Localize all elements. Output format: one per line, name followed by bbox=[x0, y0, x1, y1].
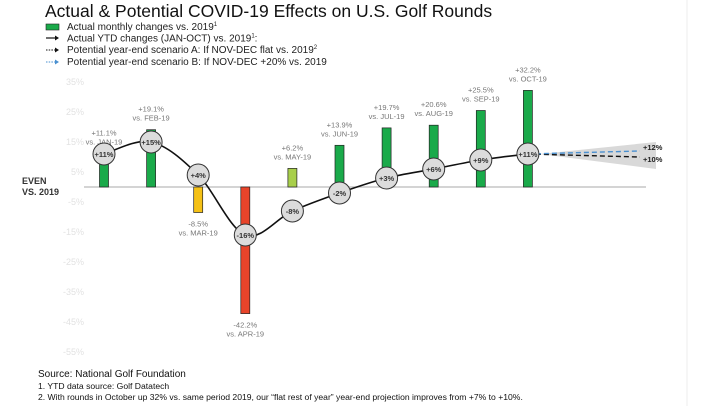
bar-value-label: +25.5% bbox=[468, 86, 494, 95]
bar-value-label: +19.1% bbox=[138, 105, 164, 114]
projections: +10% +12% bbox=[527, 143, 663, 164]
ytd-curve bbox=[103, 140, 529, 237]
ytd-point-label: +4% bbox=[191, 171, 207, 180]
y-tick-label: -5% bbox=[68, 197, 84, 207]
zero-label-even: EVEN bbox=[22, 176, 47, 186]
ytd-point-mar bbox=[186, 163, 210, 187]
ytd-point-feb bbox=[139, 130, 163, 154]
footer-note-1: 1. YTD data source: Golf Datatech bbox=[38, 381, 169, 391]
scenario-a-line bbox=[527, 153, 641, 158]
ytd-point-may bbox=[280, 199, 304, 223]
ytd-point-label: +6% bbox=[426, 165, 442, 174]
bar-value-label: +20.6% bbox=[421, 100, 447, 109]
ytd-point-label: +11% bbox=[95, 150, 114, 159]
legend-green-bar-icon bbox=[45, 23, 60, 31]
bar-value-label: +32.2% bbox=[515, 65, 541, 74]
y-tick-label: 25% bbox=[66, 107, 84, 117]
y-tick-label: -45% bbox=[63, 317, 84, 327]
legend-item-scenario-b: Potential year-end scenario B: If NOV-DE… bbox=[67, 57, 327, 68]
ytd-point-label: -2% bbox=[333, 189, 347, 198]
bar-compare-label: vs. MAR-19 bbox=[179, 229, 218, 238]
projection-cone bbox=[540, 142, 656, 169]
scenario-a-label: +10% bbox=[643, 155, 663, 164]
y-tick-label: 35% bbox=[66, 77, 84, 87]
bar-oct bbox=[523, 90, 533, 188]
ytd-point-label: -16% bbox=[237, 231, 255, 240]
ytd-point-jun bbox=[328, 181, 351, 205]
bar-mar bbox=[193, 186, 204, 213]
y-tick-label: -35% bbox=[63, 287, 84, 297]
bar-compare-label: vs. MAY-19 bbox=[274, 152, 312, 161]
ytd-point-jul bbox=[375, 166, 399, 190]
y-tick-label: -55% bbox=[63, 347, 84, 357]
legend-item-scenario-a: Potential year-end scenario A: If NOV-DE… bbox=[67, 45, 318, 56]
scenario-b-label: +12% bbox=[643, 143, 663, 152]
bar-compare-label: vs. AUG-19 bbox=[415, 109, 453, 118]
y-tick-label: 5% bbox=[71, 167, 84, 177]
bar-aug bbox=[428, 124, 439, 188]
ytd-point-apr bbox=[233, 223, 257, 247]
ytd-point-label: -8% bbox=[286, 207, 300, 216]
y-tick-label: 15% bbox=[66, 137, 84, 147]
bar-jun bbox=[334, 144, 345, 188]
bar-may bbox=[287, 168, 298, 188]
bar-compare-label: vs. JUL-19 bbox=[369, 112, 405, 121]
bar-compare-label: vs. APR-19 bbox=[227, 330, 265, 339]
bar-apr bbox=[240, 186, 251, 314]
y-axis: 35% 25% 15% 5% -5% -15% -25% -35% -45% -55% bbox=[63, 77, 84, 357]
legend: Actual monthly changes vs. 20191 Actual … bbox=[45, 22, 327, 68]
ytd-point-label: +15% bbox=[141, 138, 161, 147]
ytd-point-aug bbox=[422, 157, 446, 181]
legend-item-monthly: Actual monthly changes vs. 20191 bbox=[67, 22, 218, 33]
ytd-point-oct bbox=[516, 142, 540, 166]
bar-value-label: +6.2% bbox=[282, 143, 304, 152]
legend-item-ytd: Actual YTD changes (JAN-OCT) vs. 20191: bbox=[67, 34, 257, 45]
zero-label-vs-2019: VS. 2019 bbox=[22, 187, 59, 197]
ytd-point-label: +11% bbox=[518, 150, 537, 159]
ytd-point-label: +9% bbox=[473, 156, 489, 165]
bar-value-label: -8.5% bbox=[188, 220, 208, 229]
chart-title: Actual & Potential COVID-19 Effects on U… bbox=[45, 1, 492, 21]
bar-compare-label: vs. FEB-19 bbox=[133, 114, 170, 123]
ytd-line: +11% +15% +4% -16% -8% -2% +3% +6% +9% +11% bbox=[92, 130, 540, 247]
bar-compare-label: vs. SEP-19 bbox=[462, 95, 500, 104]
footer-source: Source: National Golf Foundation bbox=[38, 369, 186, 380]
bar-value-label: +13.9% bbox=[327, 120, 353, 129]
monthly-bars: +11.1%vs. JAN-19+19.1%vs. FEB-19-8.5%vs.… bbox=[86, 65, 547, 338]
ytd-point-sep bbox=[469, 148, 493, 172]
scenario-b-line bbox=[527, 150, 641, 155]
bar-compare-label: vs. JUN-19 bbox=[321, 129, 358, 138]
bar-feb bbox=[146, 129, 156, 188]
y-tick-label: -25% bbox=[63, 257, 84, 267]
bar-compare-label: vs. OCT-19 bbox=[509, 74, 547, 83]
bar-value-label: -42.2% bbox=[233, 321, 257, 330]
ytd-point-label: +3% bbox=[379, 174, 395, 183]
bar-compare-label: vs. JAN-19 bbox=[86, 138, 123, 147]
ytd-point-jan bbox=[92, 142, 116, 166]
y-tick-label: -15% bbox=[63, 227, 84, 237]
footer-note-2: 2. With rounds in October up 32% vs. sam… bbox=[38, 392, 523, 402]
bar-value-label: +11.1% bbox=[91, 129, 116, 138]
bar-value-label: +19.7% bbox=[374, 103, 400, 112]
